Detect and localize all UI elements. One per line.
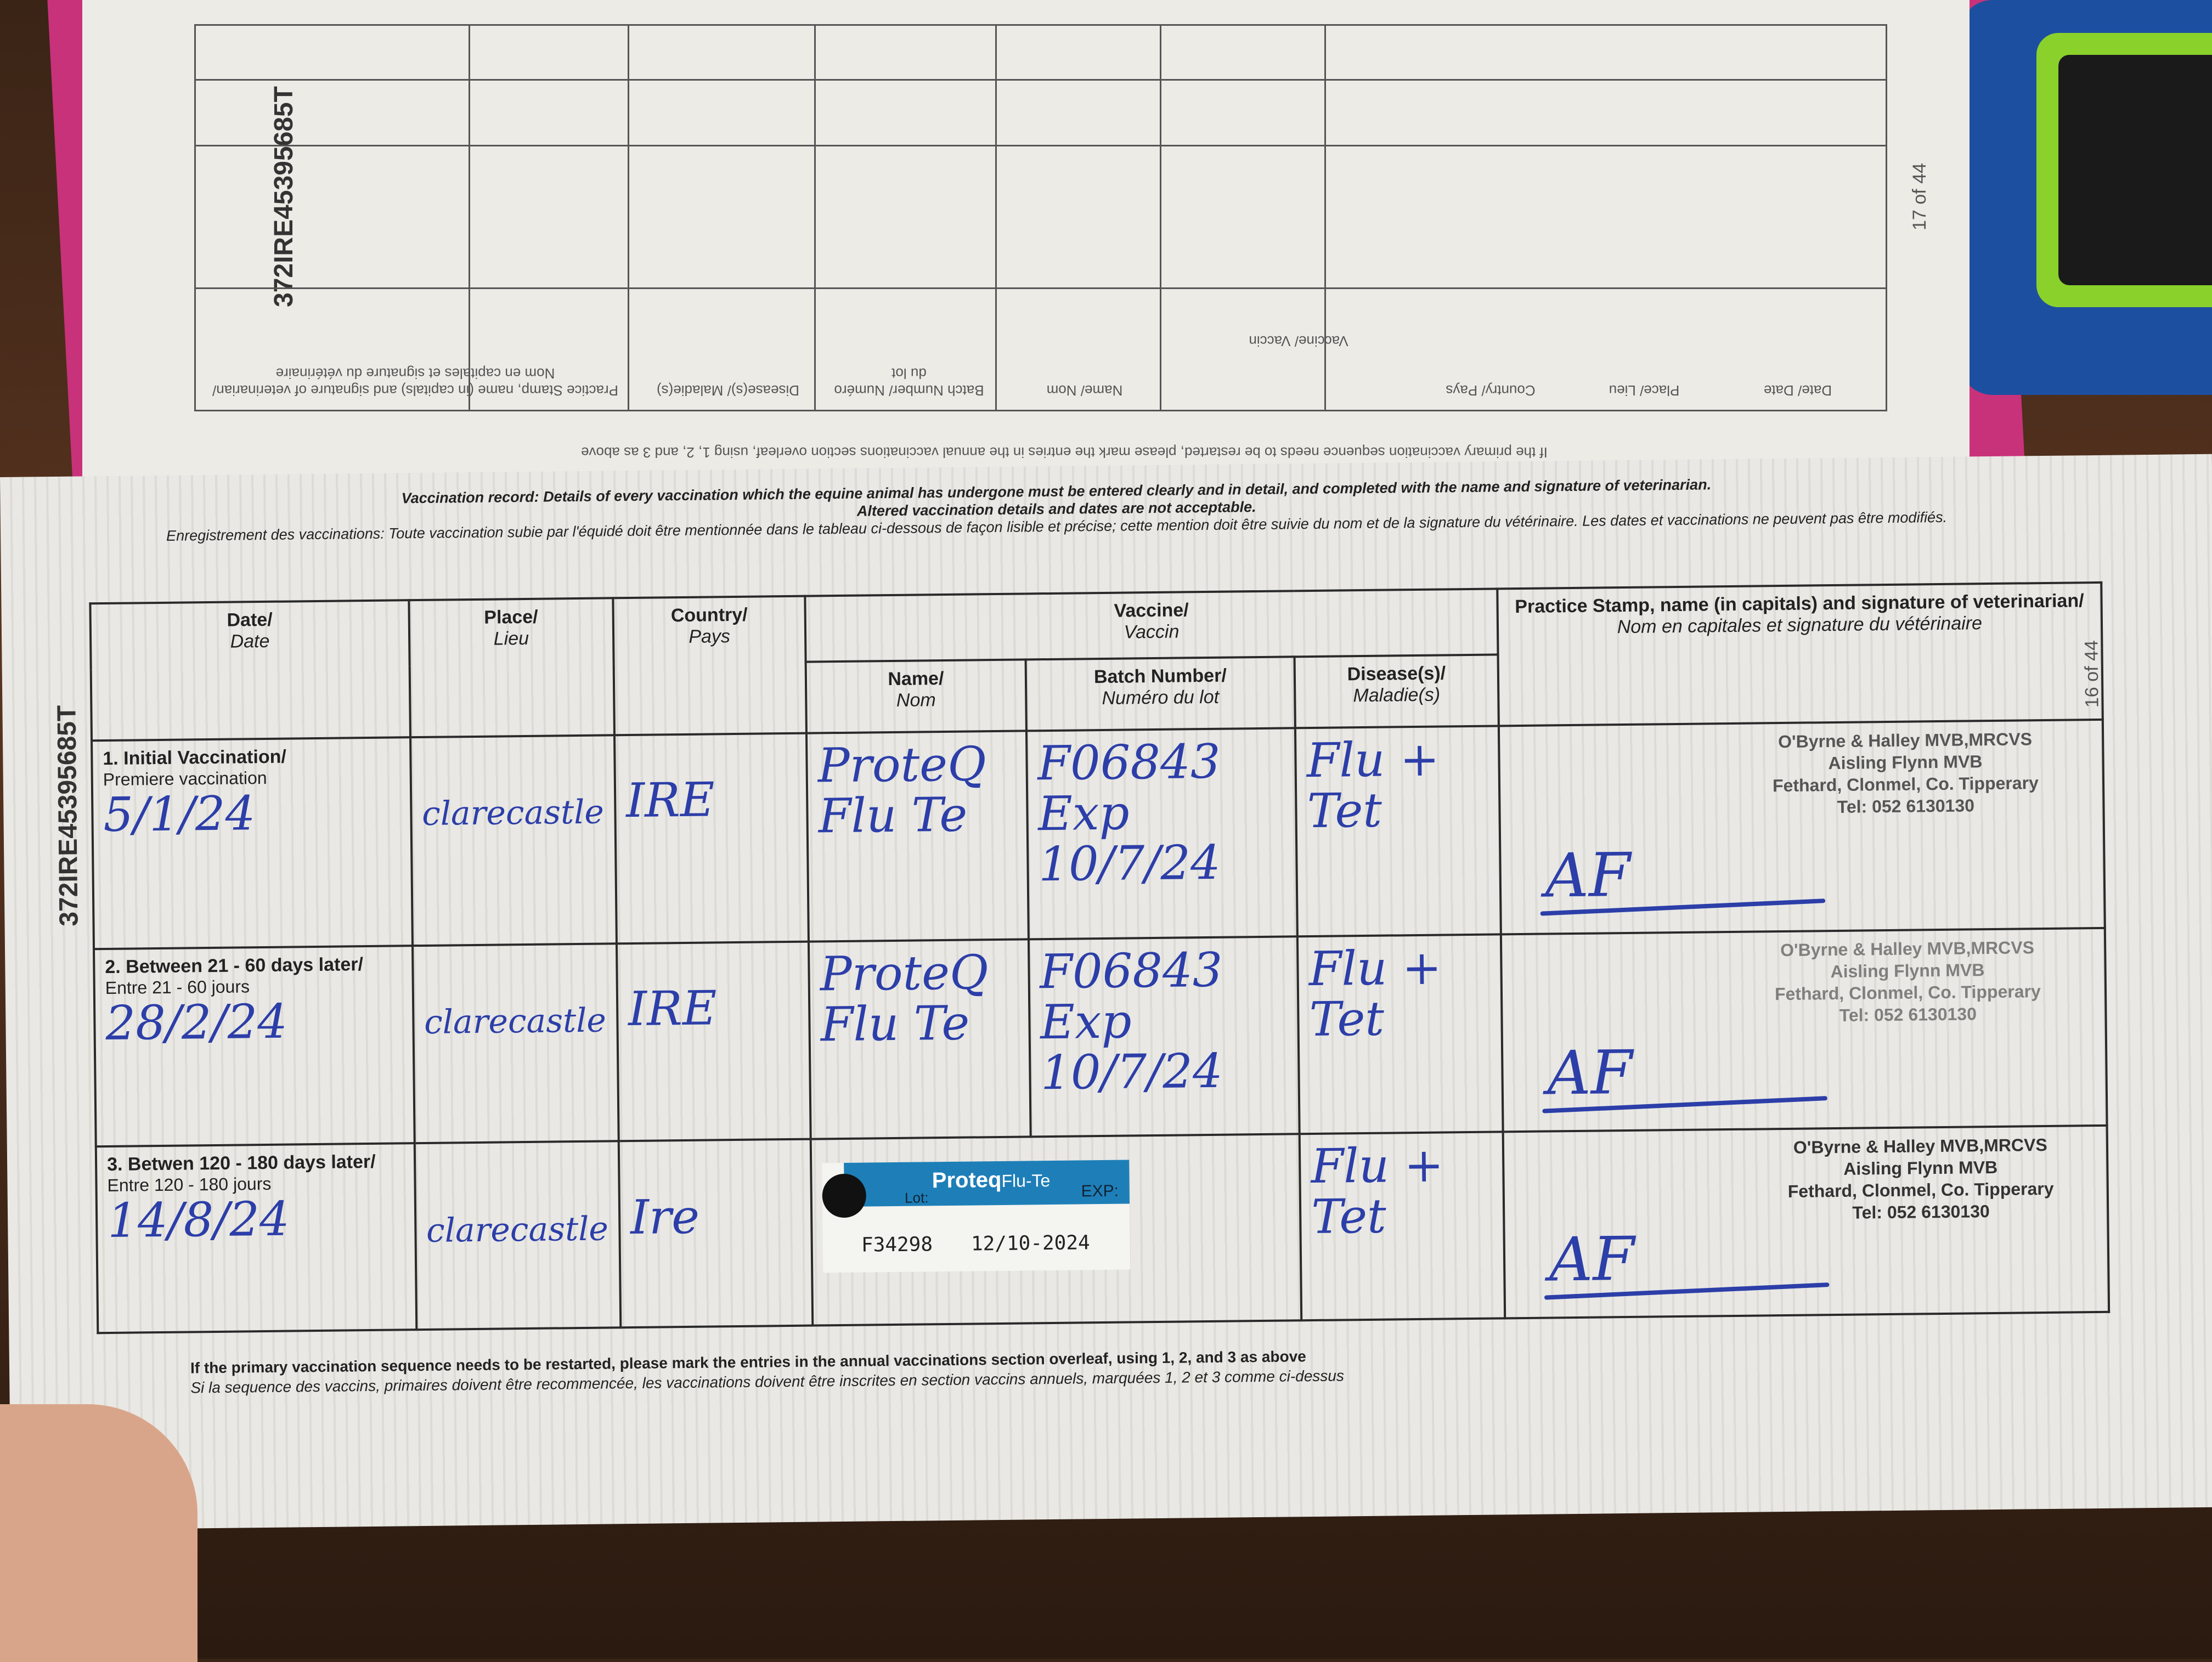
place-cell: clarecastle [410,735,617,946]
upper-table: Date/ Date Place/ Lieu Country/ Pays Vac… [194,24,1887,411]
footnote: If the primary vaccination sequence need… [190,1348,1345,1397]
signature: AF [1544,839,1631,911]
batch-cell: F06843 Exp 10/7/24 [1028,936,1300,1137]
disease-cell: Flu + Tet [1299,1132,1505,1321]
header-country: Country/ Pays [1446,382,1536,399]
thumb [0,1404,198,1662]
place-cell: clarecastle [412,943,619,1144]
vaccine-sticker-cell: ProteqFlu-Te Lot: EXP: F34298 12/10-2024 [810,1134,1302,1326]
date-cell: 1. Initial Vaccination/Premiere vaccinat… [92,737,413,949]
lower-page: 372IRE45395685T 16 of 44 Vaccination rec… [0,454,2212,1530]
header-place: Place/Lieu [409,598,614,738]
header-batch: Batch Number/ Numéro du lot [834,365,984,399]
header-country: Country/Pays [613,596,807,736]
header-date: Date/ Date [1763,382,1832,399]
tablet-device [1960,0,2212,395]
country-cell: IRE [616,941,811,1141]
header-stamp: Practice Stamp, name (in capitals) and s… [1497,582,2103,726]
disease-cell: Flu + Tet [1295,726,1501,937]
passport-id: 372IRE45395685T [52,705,84,927]
stamp-cell: O'Byrne & Halley MVB,MRCVS Aisling Flynn … [1500,928,2107,1132]
signature: AF [1547,1037,1633,1109]
vaccination-table: Date/Date Place/Lieu Country/Pays Vaccin… [89,581,2110,1334]
intro-text: Vaccination record: Details of every vac… [110,473,2003,545]
stamp-cell: O'Byrne & Halley MVB,MRCVS Aisling Flynn … [1503,1125,2109,1319]
header-batch: Batch Number/Numéro du lot [1025,657,1296,731]
table-row: 3. Betwen 120 - 180 days later/Entre 120… [95,1125,2109,1333]
header-date: Date/Date [90,600,410,741]
table-row: 1. Initial Vaccination/Premiere vaccinat… [92,719,2105,949]
vaccine-sticker: ProteqFlu-Te Lot: EXP: F34298 12/10-2024 [822,1160,1131,1273]
header-name: Name/Nom [805,659,1026,733]
country-cell: Ire [618,1139,813,1328]
country-cell: IRE [614,733,809,944]
upper-page: 372IRE45395685T 17 of 44 Date/ Date Plac… [82,0,1970,483]
header-name: Name/ Nom [1046,382,1123,399]
name-cell: ProteQ Flu Te [806,731,1029,942]
brand-logo-icon [822,1173,867,1218]
disease-cell: Flu + Tet [1297,934,1503,1134]
batch-cell: F06843 Exp 10/7/24 [1026,728,1298,940]
date-cell: 3. Betwen 120 - 180 days later/Entre 120… [95,1143,416,1333]
lot-number: F34298 [861,1233,933,1257]
header-vaccine: Vaccine/ Vaccin [1249,333,1348,349]
expiry-date: 12/10-2024 [970,1231,1090,1256]
header-stamp: Practice Stamp, name (in capitals) and s… [212,365,618,399]
place-cell: clarecastle [414,1141,621,1330]
name-cell: ProteQ Flu Te [809,939,1031,1139]
signature: AF [1549,1223,1635,1295]
date-cell: 2. Between 21 - 60 days later/Entre 21 -… [94,946,415,1147]
header-vaccine: Vaccine/Vaccin [805,589,1498,662]
stamp-cell: O'Byrne & Halley MVB,MRCVS Aisling Flynn … [1498,719,2105,935]
intro-en2: Altered vaccination details and dates ar… [856,499,1256,519]
header-disease: Disease(s)/ Maladie(s) [656,382,800,399]
upper-footnote: If the primary vaccination sequence need… [581,444,1548,461]
header-disease: Disease(s)/Maladie(s) [1294,654,1499,728]
header-place: Place/ Lieu [1609,382,1680,399]
table-row: 2. Between 21 - 60 days later/Entre 21 -… [94,928,2107,1147]
